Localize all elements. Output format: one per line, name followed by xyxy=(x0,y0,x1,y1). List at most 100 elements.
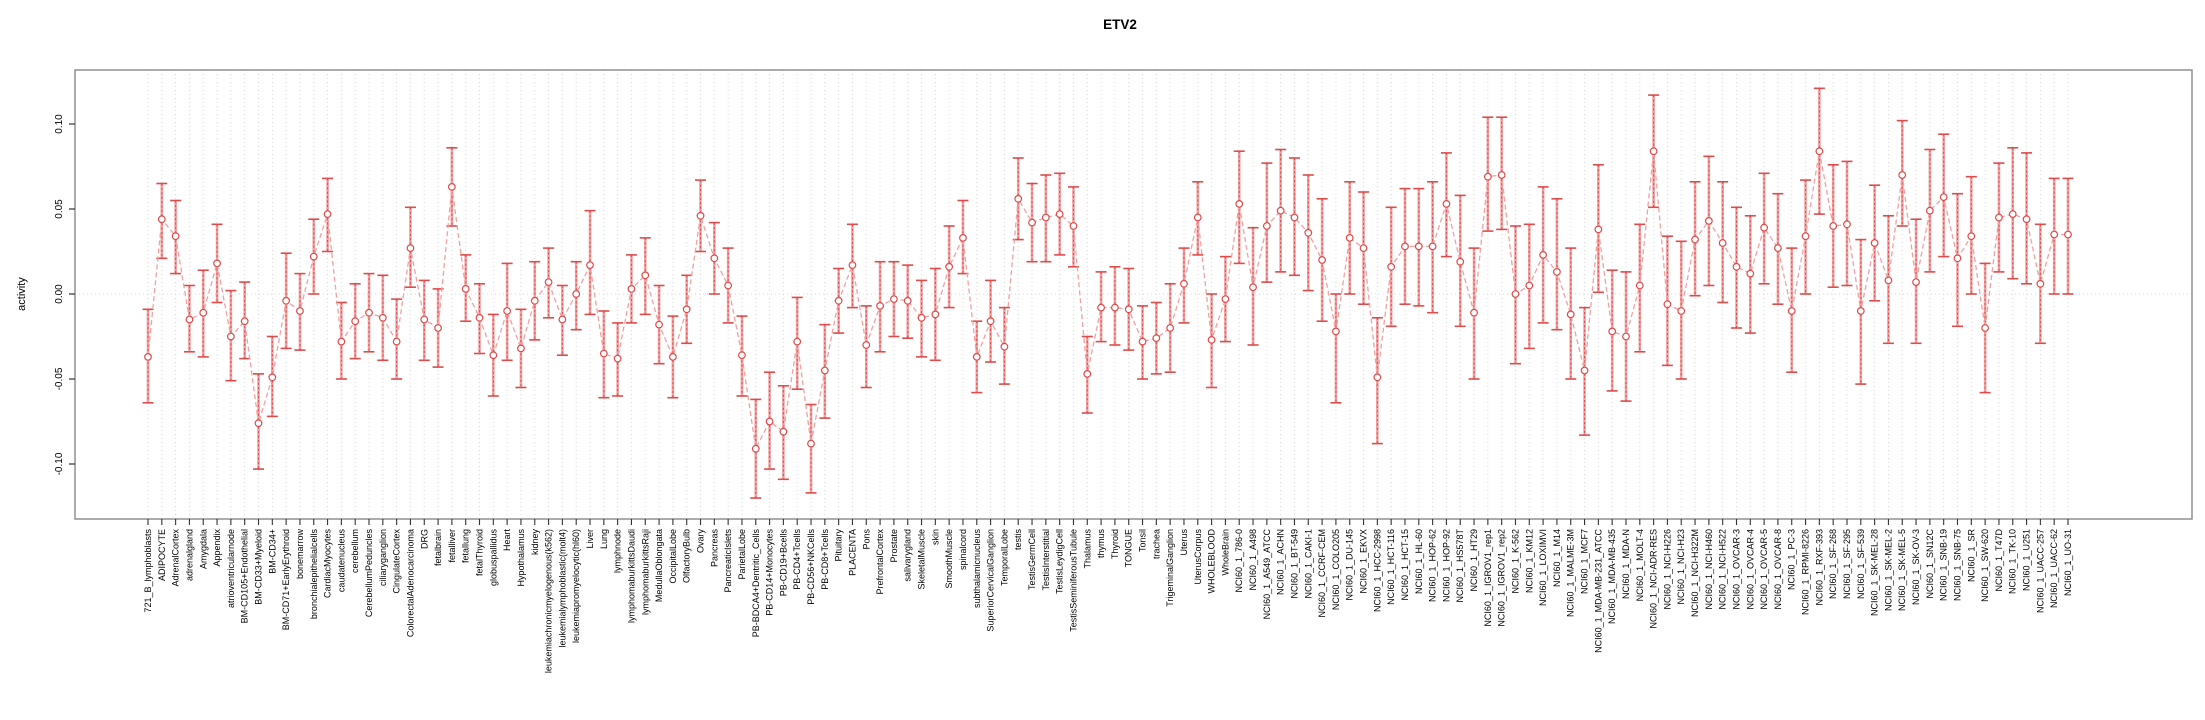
data-point xyxy=(1318,256,1327,264)
x-tick-label: fetalliver xyxy=(447,529,457,563)
y-tick-label: -0.10 xyxy=(54,452,65,475)
data-point xyxy=(240,317,249,326)
x-tick-label: OccipitalLobe xyxy=(668,529,678,584)
x-tick-label: NCI60_1_IGROV1_rep2 xyxy=(1497,529,1507,627)
x-tick-label: NCI60_1_OVCAR-5 xyxy=(1759,529,1769,610)
data-point xyxy=(1456,257,1465,266)
x-tick-label: PB-CD8+Tcells xyxy=(820,529,830,590)
x-tick-label: Pituitary xyxy=(834,529,844,562)
data-point xyxy=(1207,336,1216,344)
x-tick-label: PancreaticIslets xyxy=(723,529,733,593)
x-tick-label: PB-CD4+Tcells xyxy=(792,529,802,590)
data-point xyxy=(986,317,995,326)
data-point xyxy=(1414,242,1423,251)
x-tick-label: NCI60_1_NCI-H322M xyxy=(1690,529,1700,617)
data-point xyxy=(1732,262,1741,271)
x-tick-label: NCI60_1_HCT-116 xyxy=(1386,529,1396,605)
x-tick-label: leukemiachronicmyelogenous(k562) xyxy=(544,529,554,673)
data-point xyxy=(945,262,954,271)
x-tick-label: NCI60_1_SR xyxy=(1966,529,1976,583)
x-tick-label: NCI60_1_A498 xyxy=(1248,529,1258,591)
x-tick-label: TONGUE xyxy=(1124,529,1134,567)
x-tick-label: BM-CD34+ xyxy=(267,529,277,574)
x-tick-label: lymphomaburkittsDaudi xyxy=(626,529,636,623)
data-point xyxy=(1580,366,1589,375)
x-tick-label: ColorectalAdenocarcinoma xyxy=(405,529,415,637)
x-tick-label: NCI60_1_SF-268 xyxy=(1828,529,1838,599)
x-tick-label: BM-CD71+EarlyErythroid xyxy=(281,529,291,630)
x-tick-label: NCI60_1_MDA-MB-435 xyxy=(1607,529,1617,624)
data-point xyxy=(820,366,829,375)
data-point xyxy=(1649,147,1658,156)
x-tick-label: NCI60_1_K-562 xyxy=(1510,529,1520,594)
x-tick-label: UterusCorpus xyxy=(1193,529,1203,585)
data-point xyxy=(1746,269,1755,278)
x-tick-label: NCI60_1_HCC-2998 xyxy=(1372,529,1382,612)
data-point xyxy=(738,351,746,360)
data-point xyxy=(461,285,470,293)
data-point xyxy=(351,317,360,326)
x-tick-label: NCI60_1_MDA-N xyxy=(1621,529,1631,599)
data-point xyxy=(171,232,180,241)
data-point xyxy=(2050,230,2059,239)
data-point xyxy=(765,417,774,426)
x-tick-label: MedullaOblongata xyxy=(654,529,664,602)
data-point xyxy=(503,307,512,315)
data-point xyxy=(1028,218,1036,227)
data-point xyxy=(682,305,691,314)
data-point xyxy=(447,182,456,191)
x-tick-label: NCI60_1_LOXIMVI xyxy=(1538,529,1548,606)
x-tick-label: OlfactoryBulb xyxy=(682,529,692,583)
x-tick-label: NCI60_1_SK-MEL-2 xyxy=(1883,529,1893,611)
x-tick-label: DRG xyxy=(419,529,429,549)
data-point xyxy=(931,310,940,319)
data-point xyxy=(558,315,567,324)
x-tick-label: SuperiorCervicalGanglion xyxy=(986,529,996,632)
x-tick-label: leukemiapromyelocytic(hl60) xyxy=(571,529,581,643)
data-point xyxy=(1953,254,1962,263)
data-point xyxy=(517,344,525,353)
data-point xyxy=(1097,303,1105,312)
data-point xyxy=(1290,213,1299,222)
data-point xyxy=(972,353,981,361)
x-tick-label: NCI60_1_RPMI-8226 xyxy=(1801,529,1811,615)
x-tick-label: TestisLeydigCell xyxy=(1055,529,1065,594)
y-tick-label: -0.05 xyxy=(54,367,65,390)
x-tick-label: Pons xyxy=(861,529,871,550)
data-point xyxy=(254,419,263,428)
x-tick-label: fetalbrain xyxy=(433,529,443,566)
data-point xyxy=(1428,242,1437,251)
data-point xyxy=(1635,281,1644,290)
data-point xyxy=(530,296,539,305)
x-tick-label: NCI60_1_TK-10 xyxy=(2008,529,2018,594)
x-tick-label: NCI60_1_UACC-62 xyxy=(2049,529,2059,608)
data-point xyxy=(1981,324,1990,332)
x-tick-label: AdrenalCortex xyxy=(171,529,181,587)
data-point xyxy=(144,353,152,361)
data-point xyxy=(1691,235,1699,244)
x-tick-label: NCI60_1_CAKI-1 xyxy=(1303,529,1313,599)
x-tick-label: NCI60_1_MCF7 xyxy=(1580,529,1590,594)
data-point xyxy=(1801,232,1810,241)
x-tick-label: NCI60_1_SNB-75 xyxy=(1952,529,1962,601)
x-tick-label: salivarygland xyxy=(903,529,913,582)
x-tick-label: PB-CD19+Bcells xyxy=(778,529,788,597)
x-tick-label: Liver xyxy=(585,529,595,549)
data-point xyxy=(1345,233,1354,242)
x-tick-label: Hypothalamus xyxy=(516,529,526,587)
x-tick-label: NCI60_1_DU-145 xyxy=(1345,529,1355,601)
data-point xyxy=(655,320,663,329)
data-point xyxy=(1249,283,1257,292)
data-point xyxy=(1925,206,1934,215)
x-tick-label: NCI60_1_HL-60 xyxy=(1414,529,1424,594)
data-point xyxy=(420,315,429,324)
x-tick-label: bronchialepithelialcells xyxy=(309,529,319,620)
data-point xyxy=(2022,215,2031,224)
x-tick-label: NCI60_1_OVCAR-4 xyxy=(1745,529,1755,610)
data-point xyxy=(807,439,815,448)
x-tick-label: ParietalLobe xyxy=(737,529,747,580)
data-point xyxy=(1055,210,1064,219)
data-point xyxy=(1069,222,1078,230)
x-tick-label: subthalamicnucleus xyxy=(972,529,982,609)
